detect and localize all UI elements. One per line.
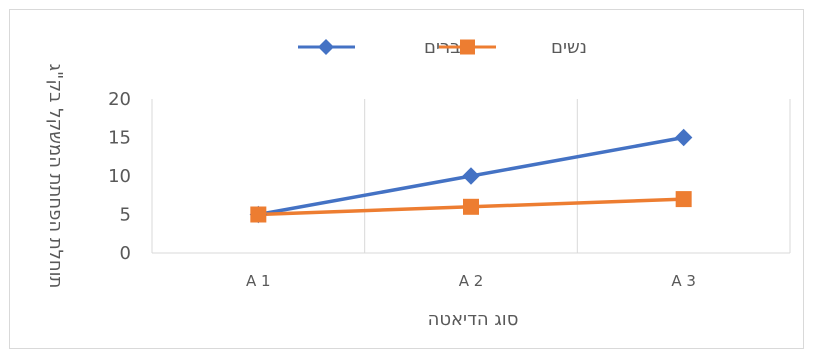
data-point-men [674,128,693,147]
data-point-women [675,191,692,208]
y-tick-label: 5 [120,205,131,226]
x-tick-labels: A 1 A 2 A 3 [246,272,696,290]
legend-label-women: נשים [551,37,587,58]
x-tick-label: A 2 [459,272,484,290]
x-tick-label: A 1 [246,272,271,290]
legend: גברים נשים [298,37,587,58]
data-point-men [462,167,480,185]
y-tick-label: 0 [120,243,131,264]
x-axis-title: סוג הדיאטה [428,309,519,330]
y-tick-label: 20 [108,89,131,110]
y-axis-title: תוחלת הפחתת המשקל בק"ג [45,64,66,289]
x-tick-label: A 3 [671,272,696,290]
data-point-women [250,206,267,223]
series-layer [249,128,693,224]
y-tick-label: 15 [108,128,131,149]
chart-frame [9,9,804,349]
y-tick-labels: 0 5 10 15 20 [108,89,131,264]
legend-marker-men [318,39,334,55]
data-point-women [463,198,479,215]
gridlines [151,99,791,254]
legend-marker-women [460,39,475,55]
y-tick-label: 10 [108,166,131,187]
